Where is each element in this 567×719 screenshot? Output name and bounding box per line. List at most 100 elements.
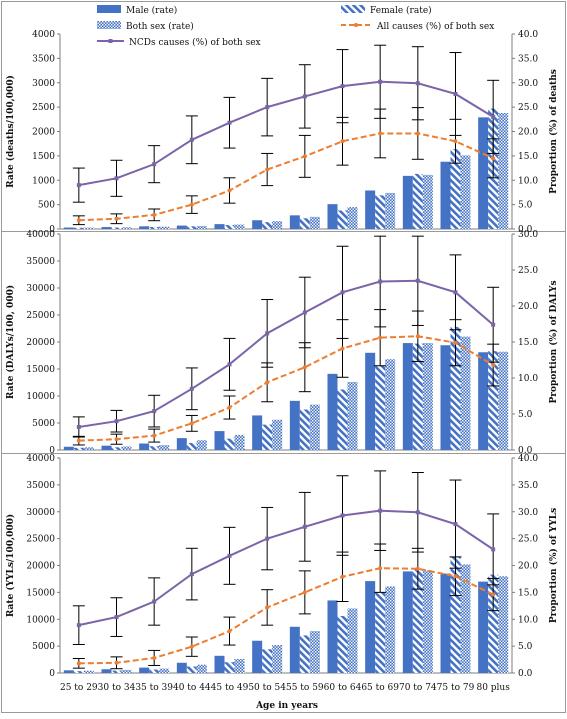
bar-male xyxy=(101,445,112,450)
bar-female xyxy=(111,227,122,229)
right-tick-label: 0.0 xyxy=(518,669,533,679)
point-ncd xyxy=(265,105,270,110)
right-tick-label: 20.0 xyxy=(518,562,538,572)
bar-male xyxy=(478,352,489,450)
point-ncd xyxy=(265,331,270,336)
bar-female xyxy=(73,227,84,229)
left-tick-label: 30000 xyxy=(26,508,55,518)
point-ncd xyxy=(453,290,458,295)
bar-male xyxy=(365,352,376,450)
point-ncd xyxy=(415,278,420,283)
bar-male xyxy=(440,161,451,229)
point-all xyxy=(453,139,458,144)
left-axis-title: Rate (DALYs/100, 000) xyxy=(5,285,16,399)
point-all xyxy=(491,363,496,368)
point-all xyxy=(152,212,157,217)
left-tick-label: 0 xyxy=(49,225,55,235)
left-tick-label: 15000 xyxy=(26,365,55,375)
bar-male xyxy=(365,190,376,229)
bar-female xyxy=(73,671,84,673)
x-axis-title: Age in years xyxy=(255,701,318,711)
bar-both xyxy=(422,570,433,673)
point-all xyxy=(378,566,383,571)
bar-female xyxy=(224,438,235,450)
bar-male xyxy=(139,667,150,673)
right-tick-label: 10.0 xyxy=(518,615,538,625)
point-ncd xyxy=(227,553,232,558)
point-ncd xyxy=(302,310,307,315)
point-ncd xyxy=(227,362,232,367)
legend-marker-ncd xyxy=(108,39,113,43)
legend-swatch-both xyxy=(97,21,121,29)
point-all xyxy=(453,340,458,345)
bar-both xyxy=(422,174,433,229)
bar-male xyxy=(176,225,187,229)
point-ncd xyxy=(415,81,420,86)
bar-both xyxy=(272,419,283,450)
bar-female xyxy=(488,351,499,450)
bar-female xyxy=(224,662,235,673)
right-tick-label: 0.0 xyxy=(518,446,533,456)
bar-both xyxy=(121,227,132,229)
legend-label-male: Male (rate) xyxy=(126,5,177,16)
bar-both xyxy=(234,224,245,229)
bar-both xyxy=(460,336,471,450)
bar-both xyxy=(83,447,94,450)
bar-female xyxy=(375,365,386,450)
bar-female xyxy=(73,447,84,450)
bar-male xyxy=(63,227,74,229)
point-ncd xyxy=(340,84,345,89)
point-all xyxy=(415,334,420,339)
point-all xyxy=(491,156,496,161)
bar-male xyxy=(440,345,451,450)
bar-both xyxy=(159,445,170,450)
bar-female xyxy=(186,666,197,673)
bar-male xyxy=(214,431,225,450)
bar-male xyxy=(327,600,338,673)
legend-label-both: Both sex (rate) xyxy=(126,21,194,32)
left-tick-label: 1500 xyxy=(32,152,55,162)
bar-male xyxy=(63,446,74,450)
panel-frame-ylls xyxy=(1,453,566,713)
bar-both xyxy=(159,226,170,229)
point-all xyxy=(302,590,307,595)
left-tick-label: 2500 xyxy=(32,103,55,113)
bar-both xyxy=(347,207,358,229)
point-all xyxy=(114,216,119,221)
legend-label-ncd: NCDs causes (%) of both sex xyxy=(129,37,261,48)
bar-male xyxy=(478,117,489,229)
legend-swatch-female xyxy=(341,5,365,13)
point-ncd xyxy=(453,91,458,96)
bar-female xyxy=(375,592,386,673)
right-tick-label: 40.0 xyxy=(518,454,538,464)
bar-female xyxy=(186,442,197,450)
x-tick-label: 40 to 44 xyxy=(173,683,211,693)
legend-label-all: All causes (%) of both sex xyxy=(376,21,494,32)
point-all xyxy=(189,202,194,207)
point-ncd xyxy=(152,409,157,414)
x-tick-labels: 25 to 29 30 to 34 35 to 39 40 to 44 45 to 49… xyxy=(60,683,510,693)
bar-male xyxy=(252,415,263,450)
bar-female xyxy=(412,173,423,229)
right-axis-title: Proportion (%) of DALYs xyxy=(548,280,559,403)
bar-female xyxy=(337,210,348,229)
point-ncd xyxy=(491,114,496,119)
bar-female xyxy=(375,195,386,229)
bar-female xyxy=(111,670,122,673)
point-all xyxy=(378,131,383,136)
left-tick-label: 25000 xyxy=(26,535,55,545)
bar-female xyxy=(450,326,461,450)
point-all xyxy=(453,574,458,579)
point-all xyxy=(415,131,420,136)
legend-marker-all xyxy=(354,23,358,27)
bar-both xyxy=(385,359,396,450)
x-tick-label: 75 to 79 xyxy=(437,683,475,693)
point-all xyxy=(265,167,270,172)
bar-both xyxy=(83,670,94,673)
left-tick-label: 10000 xyxy=(26,615,55,625)
bar-both xyxy=(460,155,471,229)
x-tick-label: 45 to 49 xyxy=(211,683,249,693)
bar-male xyxy=(402,343,413,450)
bar-both xyxy=(234,659,245,673)
